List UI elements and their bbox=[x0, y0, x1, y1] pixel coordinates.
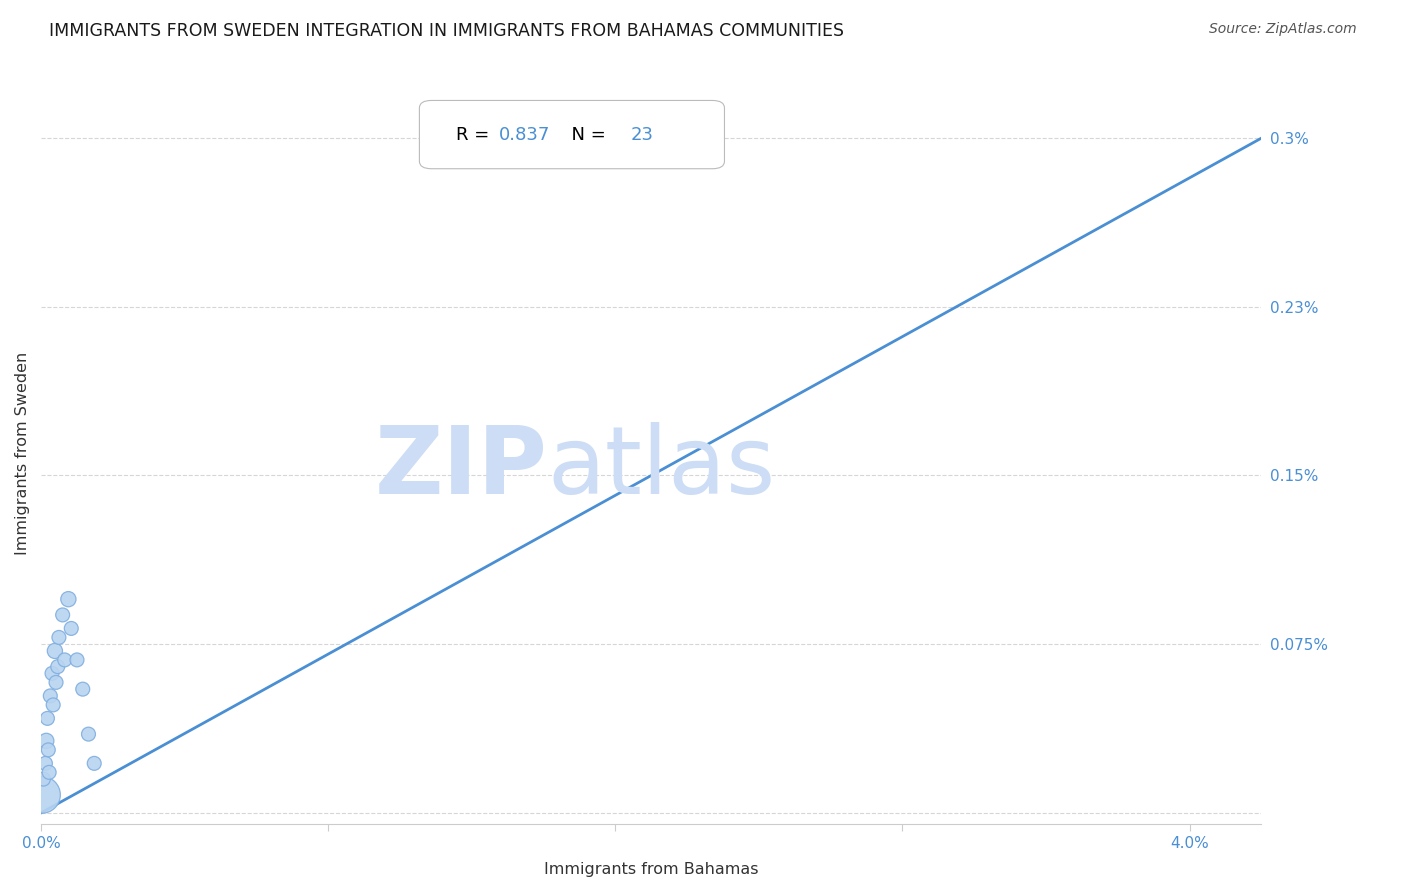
Text: 23: 23 bbox=[630, 126, 654, 144]
Point bbox=[575, 131, 598, 145]
Point bbox=[66, 653, 89, 667]
Point bbox=[37, 743, 59, 757]
Point bbox=[35, 734, 58, 748]
Text: N =: N = bbox=[560, 126, 612, 144]
Point bbox=[46, 659, 69, 673]
Point bbox=[58, 592, 80, 607]
Text: atlas: atlas bbox=[547, 422, 776, 514]
Point bbox=[37, 711, 59, 725]
Point bbox=[41, 666, 63, 681]
Point bbox=[38, 765, 60, 780]
Point bbox=[83, 756, 105, 771]
Text: ZIP: ZIP bbox=[374, 422, 547, 514]
Point bbox=[44, 644, 66, 658]
Point bbox=[72, 682, 94, 697]
Text: IMMIGRANTS FROM SWEDEN INTEGRATION IN IMMIGRANTS FROM BAHAMAS COMMUNITIES: IMMIGRANTS FROM SWEDEN INTEGRATION IN IM… bbox=[49, 22, 844, 40]
FancyBboxPatch shape bbox=[419, 101, 724, 169]
Y-axis label: Immigrants from Sweden: Immigrants from Sweden bbox=[15, 351, 30, 555]
Point bbox=[34, 756, 56, 771]
Point bbox=[53, 653, 76, 667]
Point bbox=[77, 727, 100, 741]
Point bbox=[31, 788, 53, 802]
Point bbox=[52, 607, 75, 622]
X-axis label: Immigrants from Bahamas: Immigrants from Bahamas bbox=[544, 862, 758, 877]
Point bbox=[42, 698, 65, 712]
Text: R =: R = bbox=[456, 126, 495, 144]
Text: Source: ZipAtlas.com: Source: ZipAtlas.com bbox=[1209, 22, 1357, 37]
Text: 0.837: 0.837 bbox=[499, 126, 550, 144]
Point bbox=[45, 675, 67, 690]
Point bbox=[39, 689, 62, 703]
Point bbox=[32, 772, 55, 786]
Point bbox=[48, 631, 70, 645]
Point bbox=[60, 622, 83, 636]
